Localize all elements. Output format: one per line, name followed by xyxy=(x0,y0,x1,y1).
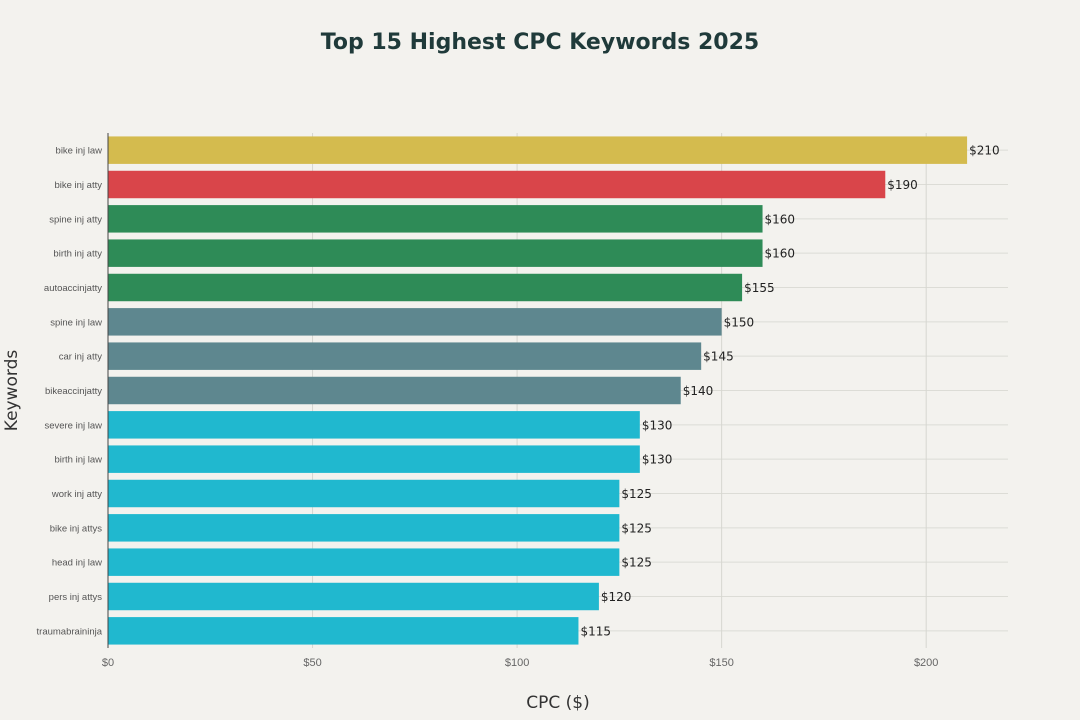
bar xyxy=(108,617,579,645)
x-axis-title: CPC ($) xyxy=(526,693,589,713)
data-label: $155 xyxy=(744,281,775,295)
y-tick-label: pers inj attys xyxy=(49,592,103,603)
y-tick-label: autoaccinjatty xyxy=(44,283,102,294)
data-label: $120 xyxy=(601,590,632,604)
data-label: $125 xyxy=(621,521,652,535)
data-label: $160 xyxy=(765,212,796,226)
bar xyxy=(108,514,620,542)
x-tick-label: $0 xyxy=(102,657,114,669)
bar xyxy=(108,205,763,233)
bar xyxy=(108,273,743,302)
data-label: $140 xyxy=(683,384,714,398)
data-label: $145 xyxy=(703,350,734,364)
y-tick-label: severe inj law xyxy=(44,420,102,431)
y-tick-label: car inj atty xyxy=(59,352,103,363)
y-tick-label: spine inj atty xyxy=(49,214,102,225)
data-label: $190 xyxy=(887,178,918,192)
bar xyxy=(108,170,886,199)
y-tick-label: bike inj law xyxy=(56,146,103,157)
y-tick-label: head inj law xyxy=(52,558,102,569)
y-tick-label: birth inj law xyxy=(54,455,102,466)
bar xyxy=(108,548,620,576)
y-tick-label: traumabraininja xyxy=(37,626,103,637)
y-tick-label: spine inj law xyxy=(50,317,102,328)
bar xyxy=(108,582,599,611)
data-label: $130 xyxy=(642,418,673,432)
bar xyxy=(108,445,640,473)
chart-title: Top 15 Highest CPC Keywords 2025 xyxy=(320,30,760,55)
bar xyxy=(108,411,640,439)
x-tick-label: $100 xyxy=(505,657,529,669)
data-label: $115 xyxy=(580,624,611,638)
x-tick-label: $50 xyxy=(303,657,321,669)
x-tick-label: $150 xyxy=(709,657,733,669)
y-tick-label: bike inj attys xyxy=(50,523,103,534)
bar xyxy=(108,376,681,405)
bar xyxy=(108,479,620,508)
bar xyxy=(108,308,722,336)
y-axis-title: Keywords xyxy=(2,350,22,432)
data-label: $160 xyxy=(765,247,796,261)
bar xyxy=(108,239,763,267)
data-label: $125 xyxy=(621,556,652,570)
y-tick-label: bike inj atty xyxy=(54,180,102,191)
y-tick-label: birth inj atty xyxy=(53,249,102,260)
data-label: $150 xyxy=(724,315,755,329)
data-label: $210 xyxy=(969,144,1000,158)
label-layer: $0 $50 $100 $150 $200 bike inj law $210 bike in… xyxy=(37,144,1000,669)
bar xyxy=(108,342,702,370)
x-tick-label: $200 xyxy=(914,657,938,669)
y-tick-label: bikeaccinjatty xyxy=(45,386,102,397)
y-tick-label: work inj atty xyxy=(51,489,102,500)
bar xyxy=(108,136,968,164)
data-label: $130 xyxy=(642,453,673,467)
bar-layer xyxy=(108,136,968,645)
data-label: $125 xyxy=(621,487,652,501)
